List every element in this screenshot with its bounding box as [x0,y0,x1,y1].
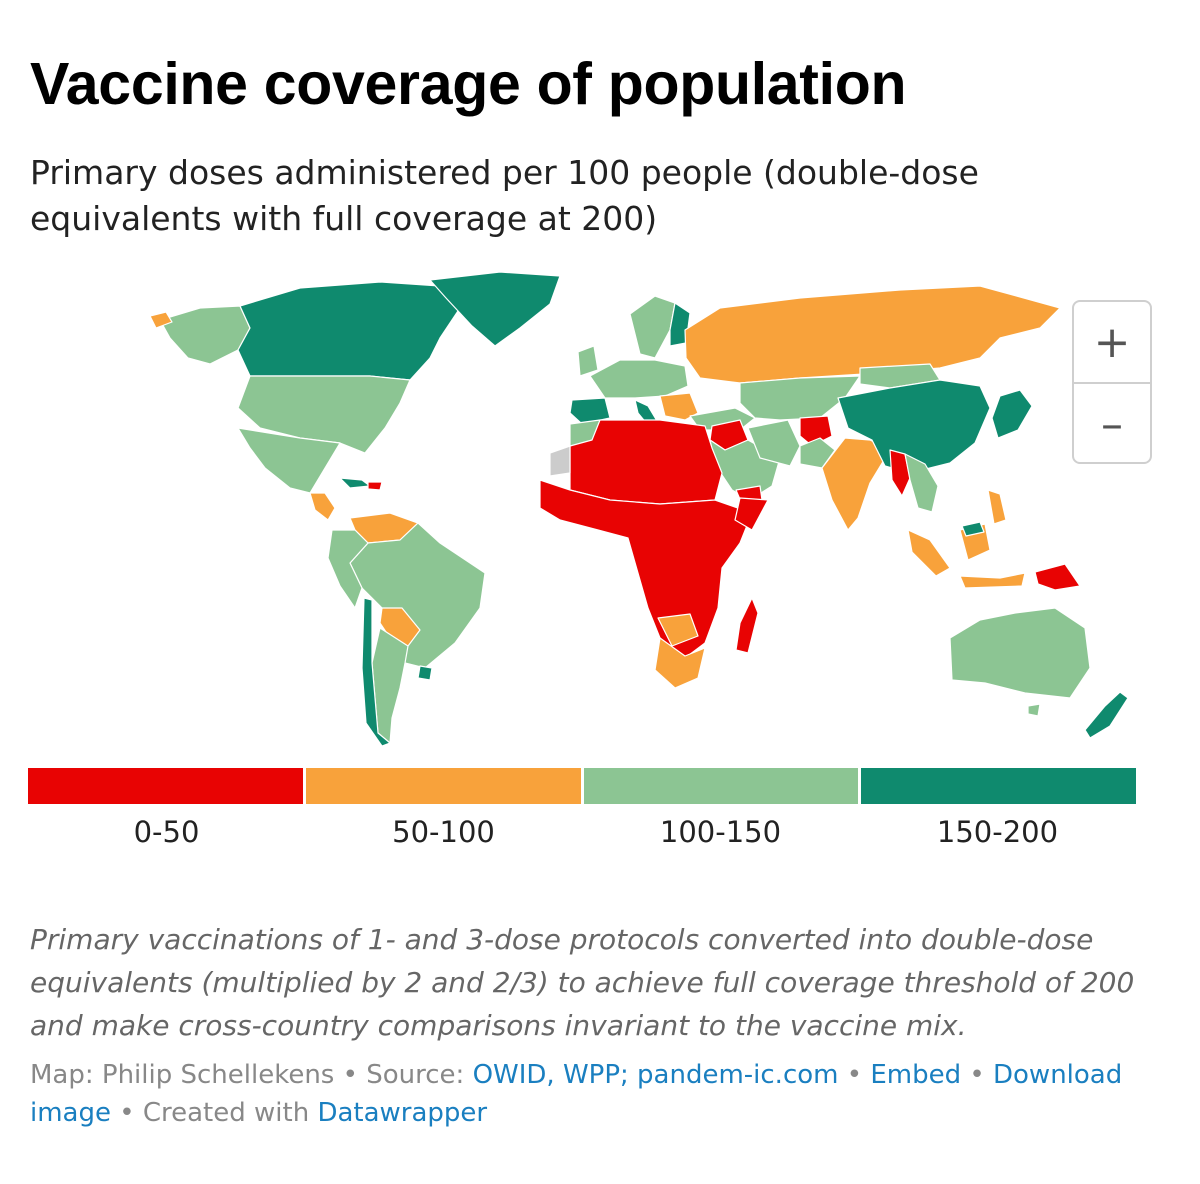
legend-label-150-200: 150-200 [936,815,1059,849]
legend-swatch-150-200 [861,768,1136,804]
legend-label-0-50: 0-50 [133,815,200,849]
chart-subtitle: Primary doses administered per 100 peopl… [30,153,979,238]
region-central-america[interactable] [309,492,336,521]
region-zambia-zimbabwe[interactable] [657,613,699,647]
region-western-europe[interactable] [589,359,689,399]
embed-link[interactable]: Embed [870,1060,962,1090]
region-tasmania[interactable] [1027,703,1041,717]
legend-swatch-100-150 [583,768,859,804]
download-image-link[interactable]: Download image [30,1060,1123,1128]
region-russia[interactable] [684,285,1061,384]
region-andes[interactable] [327,529,369,609]
region-canada[interactable] [237,281,461,381]
zoom-out-button[interactable]: – [1101,398,1123,450]
region-western-sahara[interactable] [549,445,571,477]
separator: • [838,1060,871,1090]
region-philippines[interactable] [987,489,1007,525]
legend-swatch-0-50 [28,768,303,804]
created-with-label: Created with [142,1098,318,1128]
region-indonesia-east[interactable] [959,572,1026,589]
region-horn-of-africa[interactable] [734,497,769,531]
region-india[interactable] [821,437,891,531]
region-new-zealand[interactable] [1084,691,1129,739]
region-indonesia-west[interactable] [907,529,951,577]
region-australia[interactable] [949,607,1091,699]
methodology-note: Primary vaccinations of 1- and 3-dose pr… [30,923,1135,1042]
region-alaska[interactable] [159,305,251,365]
credits: Map: Philip Schellekens • Source: OWID, … [30,1056,1180,1132]
region-usa[interactable] [237,375,411,454]
region-uk-ireland[interactable] [577,345,599,377]
region-china[interactable] [837,379,991,474]
region-korea-japan[interactable] [991,389,1033,439]
legend-swatch-50-100 [305,768,581,804]
region-malaysia[interactable] [961,521,985,537]
region-iran[interactable] [747,419,801,467]
separator: • [110,1098,143,1128]
legend-bar [28,768,1136,804]
region-greenland[interactable] [429,271,561,347]
region-brazil[interactable] [349,522,486,669]
world-map[interactable] [100,268,1175,750]
region-morocco[interactable] [569,419,601,447]
separator: • [334,1060,367,1090]
zoom-controls: + – [1072,300,1152,464]
region-chile[interactable] [361,597,391,747]
source-label: Source: [366,1060,473,1090]
region-myanmar[interactable] [889,449,911,497]
separator: • [961,1060,993,1090]
region-uruguay[interactable] [417,665,433,681]
region-sub-saharan-africa[interactable] [539,479,753,659]
region-south-africa[interactable] [654,637,706,689]
region-iceland[interactable] [149,311,173,329]
region-haiti[interactable] [367,481,383,491]
legend-label-50-100: 50-100 [392,815,495,849]
legend: 0-50 50-100 100-150 150-200 [28,768,1136,852]
region-scandinavia[interactable] [629,295,676,359]
chart-title: Vaccine coverage of population [30,51,907,117]
legend-label-100-150: 100-150 [659,815,782,849]
map-author: Map: Philip Schellekens [30,1060,335,1090]
datawrapper-link[interactable]: Datawrapper [317,1098,488,1128]
source-link[interactable]: OWID, WPP; pandem-ic.com [472,1060,839,1090]
region-madagascar[interactable] [735,597,759,654]
zoom-in-button[interactable]: + [1074,302,1150,384]
region-southeast-asia[interactable] [904,453,939,513]
region-caribbean[interactable] [339,477,371,489]
region-papua-new-guinea[interactable] [1034,563,1081,591]
